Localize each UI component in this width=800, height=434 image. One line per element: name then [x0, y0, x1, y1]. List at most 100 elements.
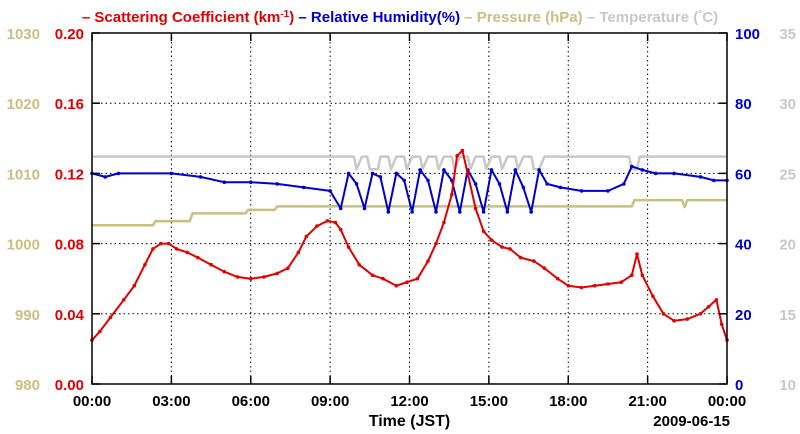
temperature-tick-label: 15 [779, 307, 796, 324]
scattering-coefficient-point [719, 322, 724, 327]
scattering-coefficient-point [108, 315, 113, 320]
scattering-tick-label: 0.08 [55, 237, 84, 254]
scattering-coefficient-point [304, 234, 309, 239]
scattering-coefficient-point [286, 266, 290, 271]
relative-humidity-point [558, 185, 563, 190]
scattering-coefficient-point [394, 283, 399, 288]
temperature-tick-label: 30 [779, 96, 796, 113]
relative-humidity-point [222, 180, 227, 184]
relative-humidity-point [434, 210, 438, 214]
scattering-coefficient-point [338, 227, 343, 232]
scattering-coefficient-point [579, 285, 584, 290]
scattering-coefficient-point [555, 276, 560, 281]
scattering-coefficient-point [473, 206, 478, 211]
legend-entry: – Relative Humidity(%) [294, 9, 460, 26]
scattering-coefficient-point [455, 154, 459, 158]
relative-humidity-point [442, 168, 446, 172]
scattering-coefficient-point [714, 298, 719, 302]
x-tick-label: 12:00 [390, 393, 428, 410]
relative-humidity-point [402, 178, 407, 183]
scattering-coefficient-point [651, 294, 655, 299]
scattering-coefficient-point [489, 238, 494, 242]
scattering-coefficient-point [185, 250, 190, 255]
scattering-coefficient-point [415, 276, 420, 281]
legend-entry-label: – Temperature ( [583, 9, 699, 26]
scattering-coefficient-point [635, 252, 639, 256]
scattering-coefficient-point [661, 312, 666, 316]
relative-humidity-point [473, 182, 478, 186]
scattering-coefficient-point [262, 275, 266, 279]
scattering-coefficient-point [357, 262, 362, 267]
legend-entry-suffix: C) [702, 9, 718, 26]
scattering-coefficient-point [122, 298, 126, 302]
x-tick-label: 06:00 [232, 393, 270, 410]
relative-humidity-point [545, 182, 549, 186]
scattering-coefficient-point [698, 312, 703, 316]
legend-entry-suffix: ) [289, 9, 294, 26]
relative-humidity-line [91, 165, 727, 213]
pressure-tick-label: 1030 [7, 26, 40, 43]
x-tick-label: 03:00 [152, 393, 190, 410]
scattering-tick-label: 0.12 [55, 166, 84, 183]
temperature-tick-label: 10 [779, 377, 796, 394]
scattering-coefficient-point [566, 283, 571, 288]
humidity-tick-label: 80 [735, 96, 752, 113]
relative-humidity-point [513, 168, 518, 172]
scattering-coefficient-point [542, 266, 547, 271]
scattering-coefficient-point [209, 262, 213, 267]
scattering-coefficient-point [381, 276, 385, 281]
relative-humidity-point [640, 168, 645, 172]
legend-text: – Scattering Coefficient (km-1) – Relati… [82, 9, 718, 27]
relative-humidity-point [198, 175, 203, 179]
x-tick-label: 00:00 [73, 393, 111, 410]
pressure-line [92, 198, 727, 227]
scattering-tick-label: 0.04 [55, 307, 85, 324]
scattering-coefficient-point [630, 273, 634, 278]
relative-humidity-point [394, 171, 399, 176]
scattering-coefficient-point [706, 305, 711, 309]
scattering-coefficient-point [174, 247, 179, 251]
scattering-coefficient-point [640, 273, 645, 278]
humidity-tick-label: 60 [735, 166, 752, 183]
relative-humidity-point [362, 206, 367, 211]
date-label: 2009-06-15 [653, 413, 730, 430]
relative-humidity-point [275, 182, 280, 186]
scattering-coefficient-point [235, 275, 240, 279]
relative-humidity-point [606, 189, 610, 193]
scattering-coefficient-point [672, 319, 676, 323]
scattering-coefficient-point [481, 229, 486, 234]
temperature-line [92, 155, 727, 171]
scattering-coefficient-point [275, 271, 280, 276]
relative-humidity-point [378, 175, 383, 179]
relative-humidity-point [712, 178, 716, 183]
scattering-coefficient-point [685, 317, 690, 321]
relative-humidity-point [497, 182, 502, 186]
scattering-coefficient-point [532, 259, 536, 263]
relative-humidity-point [169, 171, 174, 176]
series-layer [90, 148, 729, 342]
scattering-coefficient-point [434, 241, 438, 246]
grid [92, 33, 727, 384]
x-tick-label: 18:00 [549, 393, 587, 410]
relative-humidity-point [249, 180, 253, 184]
legend-entry-label: – Relative Humidity(%) [294, 9, 460, 26]
scattering-coefficient-point [370, 273, 375, 278]
relative-humidity-point [630, 164, 634, 169]
x-tick-label: 15:00 [470, 393, 508, 410]
humidity-tick-label: 100 [735, 26, 760, 43]
scattering-coefficient-point [426, 259, 430, 263]
scattering-coefficient-point [296, 250, 301, 255]
relative-humidity-point [537, 168, 541, 172]
scattering-coefficient-point [151, 247, 155, 251]
scattering-coefficient-point [222, 269, 227, 274]
legend-entry-sup: ° [698, 9, 702, 20]
relative-humidity-point [481, 210, 486, 214]
relative-humidity-point [622, 182, 626, 186]
chart-legend-title: – Scattering Coefficient (km-1) – Relati… [82, 9, 718, 27]
scattering-coefficient-point [405, 280, 409, 285]
relative-humidity-point [328, 189, 332, 193]
scattering-coefficient-point [606, 282, 610, 286]
pressure-tick-label: 1010 [7, 166, 40, 183]
